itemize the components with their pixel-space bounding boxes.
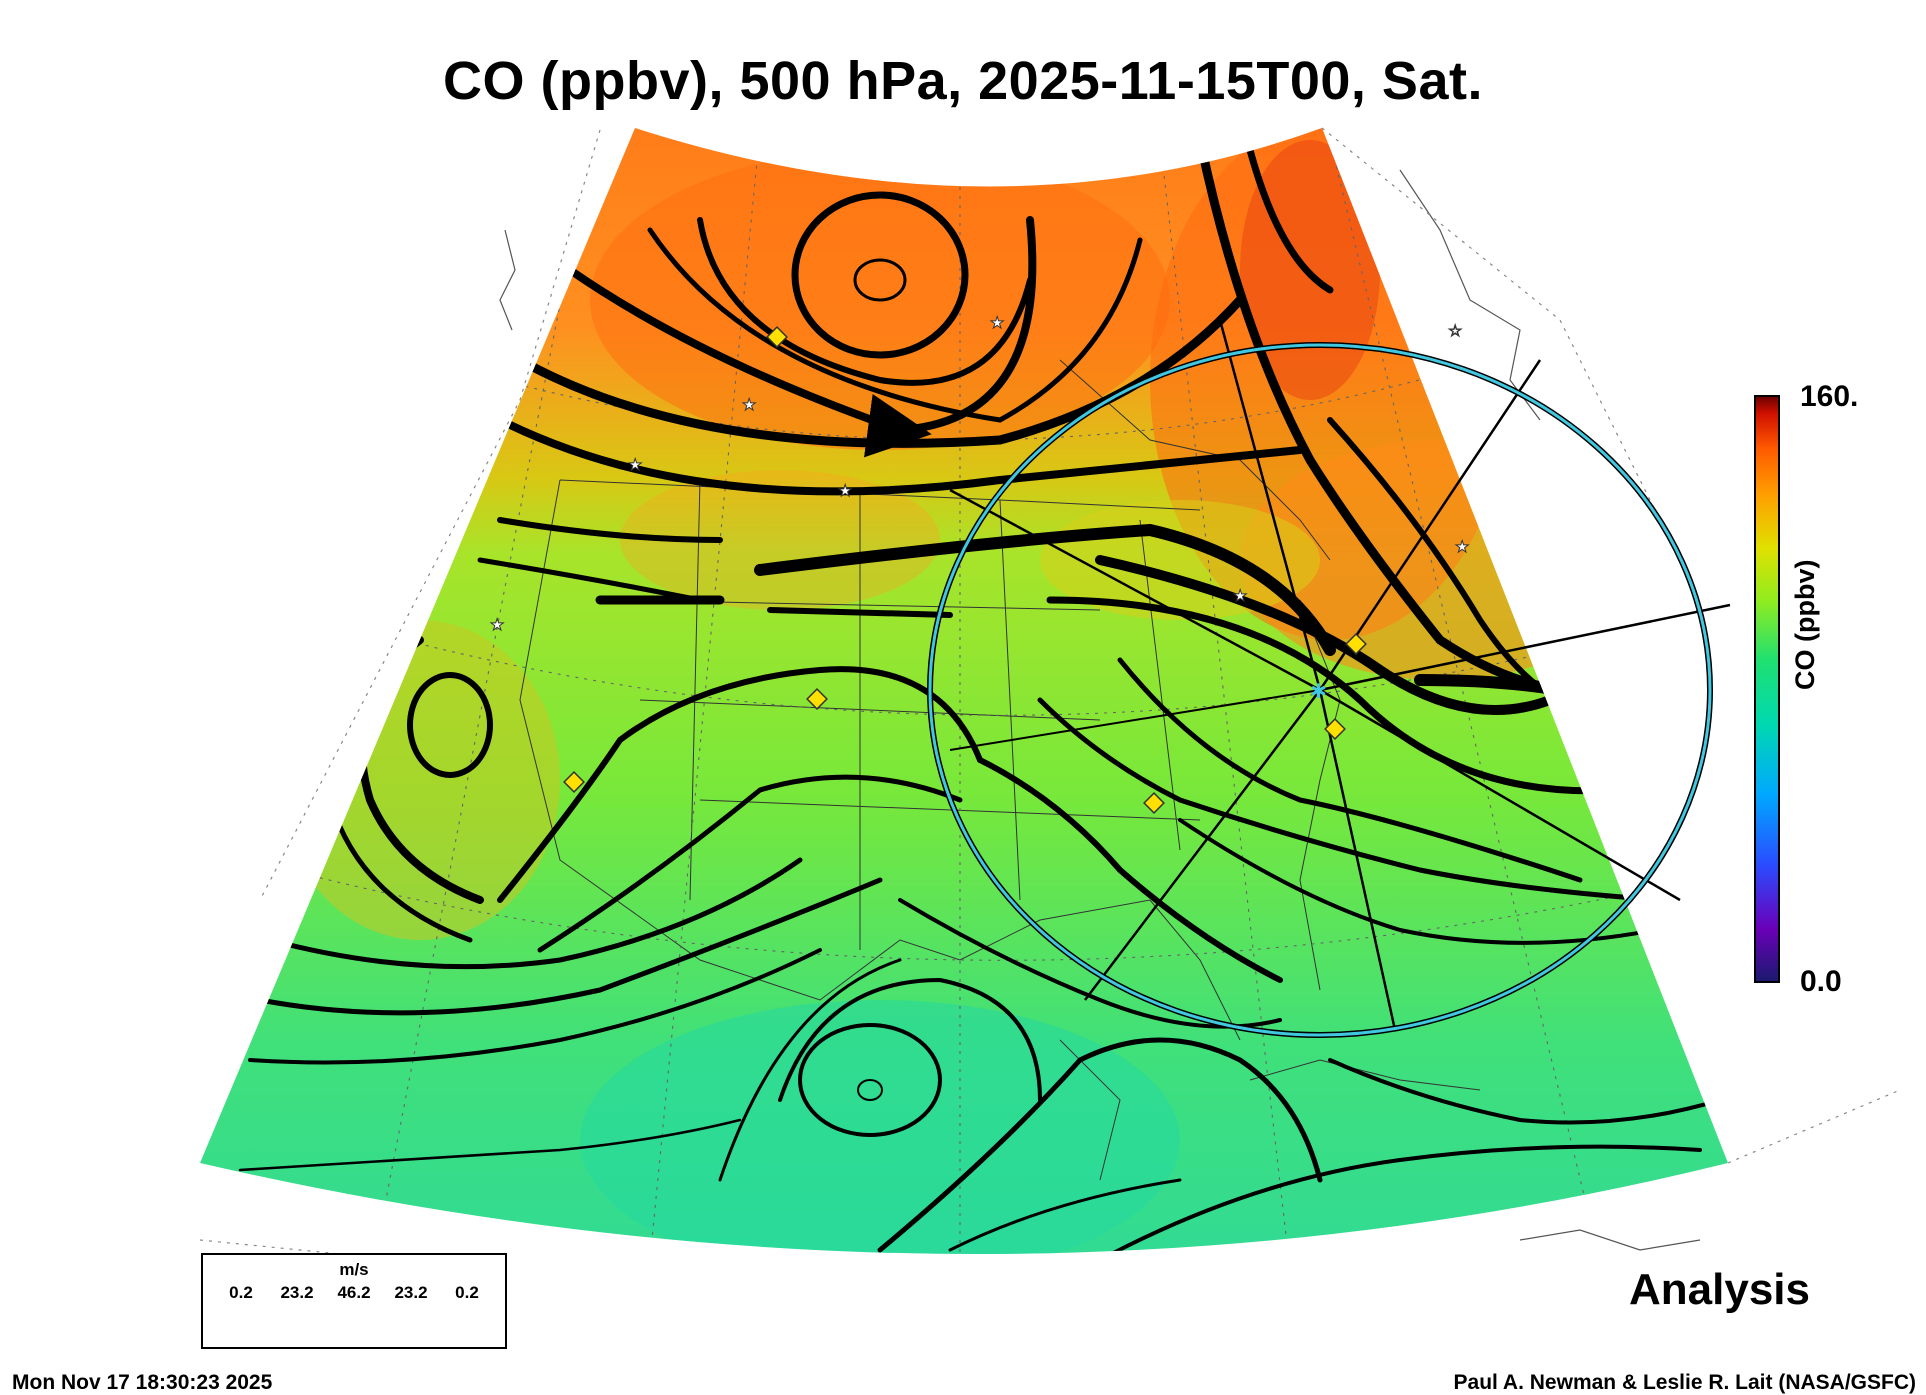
colorbar (1754, 395, 1780, 983)
svg-text:✱: ✱ (1310, 679, 1327, 703)
colorbar-max-label: 160. (1800, 380, 1859, 413)
colorbar-min-label: 0.0 (1800, 965, 1842, 998)
svg-text:☆: ☆ (1448, 321, 1462, 340)
svg-text:★: ★ (990, 313, 1004, 332)
svg-text:★: ★ (838, 481, 852, 500)
outer-coastlines (499, 169, 1701, 1251)
svg-text:★: ★ (628, 455, 642, 474)
author-credit: Paul A. Newman & Leslie R. Lait (NASA/GS… (1453, 1371, 1916, 1394)
wind-legend-tick: 0.2 (229, 1283, 253, 1302)
wind-legend-tick: 23.2 (394, 1283, 428, 1302)
wind-legend-tick: 23.2 (280, 1283, 314, 1302)
svg-text:★: ★ (1233, 586, 1247, 605)
svg-text:★: ★ (1455, 537, 1469, 556)
wind-legend-unit: m/s (339, 1260, 369, 1279)
wind-speed-legend: m/s 0.2 23.2 46.2 23.2 0.2 (201, 1253, 507, 1349)
svg-text:★: ★ (742, 395, 756, 414)
generation-timestamp: Mon Nov 17 18:30:23 2025 (12, 1371, 273, 1394)
wind-legend-tick: 46.2 (337, 1283, 371, 1302)
station-markers (563, 326, 1367, 814)
trajectory-overlay: ✱ (927, 319, 1731, 1038)
map-title: CO (ppbv), 500 hPa, 2025-11-15T00, Sat. (443, 51, 1483, 111)
co-field (200, 128, 1728, 1254)
analysis-label: Analysis (1629, 1265, 1810, 1314)
colorbar-axis-label: CO (ppbv) (1790, 559, 1820, 690)
svg-text:★: ★ (490, 615, 504, 634)
wind-legend-tick: 0.2 (455, 1283, 479, 1302)
star-markers: ★ ★ ★ ★ ★ ★ ★ ☆ (490, 313, 1470, 635)
wind-streamlines (238, 135, 1722, 1254)
